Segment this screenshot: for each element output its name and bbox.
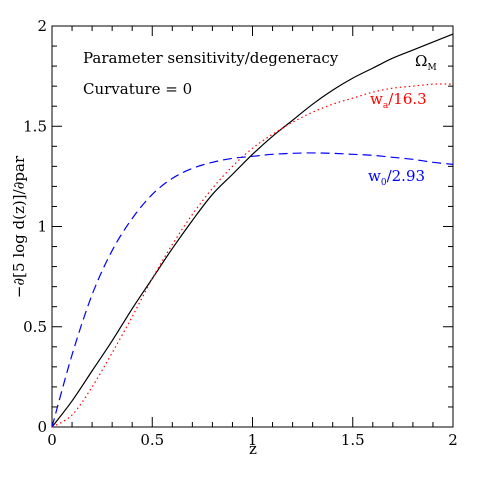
series-line-wa <box>51 83 454 428</box>
series-label-w0: w0/2.93 <box>368 167 425 188</box>
y-tick-label: 1.5 <box>23 117 47 135</box>
y-tick-label: 1 <box>37 218 47 236</box>
x-tick-label: 1.5 <box>341 431 365 449</box>
x-tick-label: 2 <box>448 431 458 449</box>
x-tick-label: 1 <box>248 431 258 449</box>
y-axis-title: −∂[5 log d(z)]/∂par <box>10 155 28 298</box>
y-tick-label: 2 <box>37 17 47 35</box>
series-label-omega-m: ΩM <box>415 52 437 73</box>
series-labels: ΩM wa/16.3 w0/2.93 <box>368 52 437 188</box>
series-line-w0 <box>51 152 454 428</box>
axis-ticks <box>51 25 454 428</box>
x-axis-title: z <box>249 440 257 458</box>
series-lines <box>51 33 454 428</box>
x-tick-label: 0.5 <box>140 431 164 449</box>
tick-labels: 0 0.5 1 1.5 2 0 0.5 1 1.5 2 <box>23 17 458 449</box>
series-line-omega-m <box>51 33 454 428</box>
y-tick-label: 0 <box>37 418 47 436</box>
annotations: Parameter sensitivity/degeneracy Curvatur… <box>83 49 339 98</box>
y-tick-label: 0.5 <box>23 318 47 336</box>
x-tick-label: 0 <box>47 431 57 449</box>
series-label-wa: wa/16.3 <box>370 90 427 111</box>
annotation-title: Parameter sensitivity/degeneracy <box>83 49 339 67</box>
annotation-curvature: Curvature = 0 <box>83 80 192 98</box>
